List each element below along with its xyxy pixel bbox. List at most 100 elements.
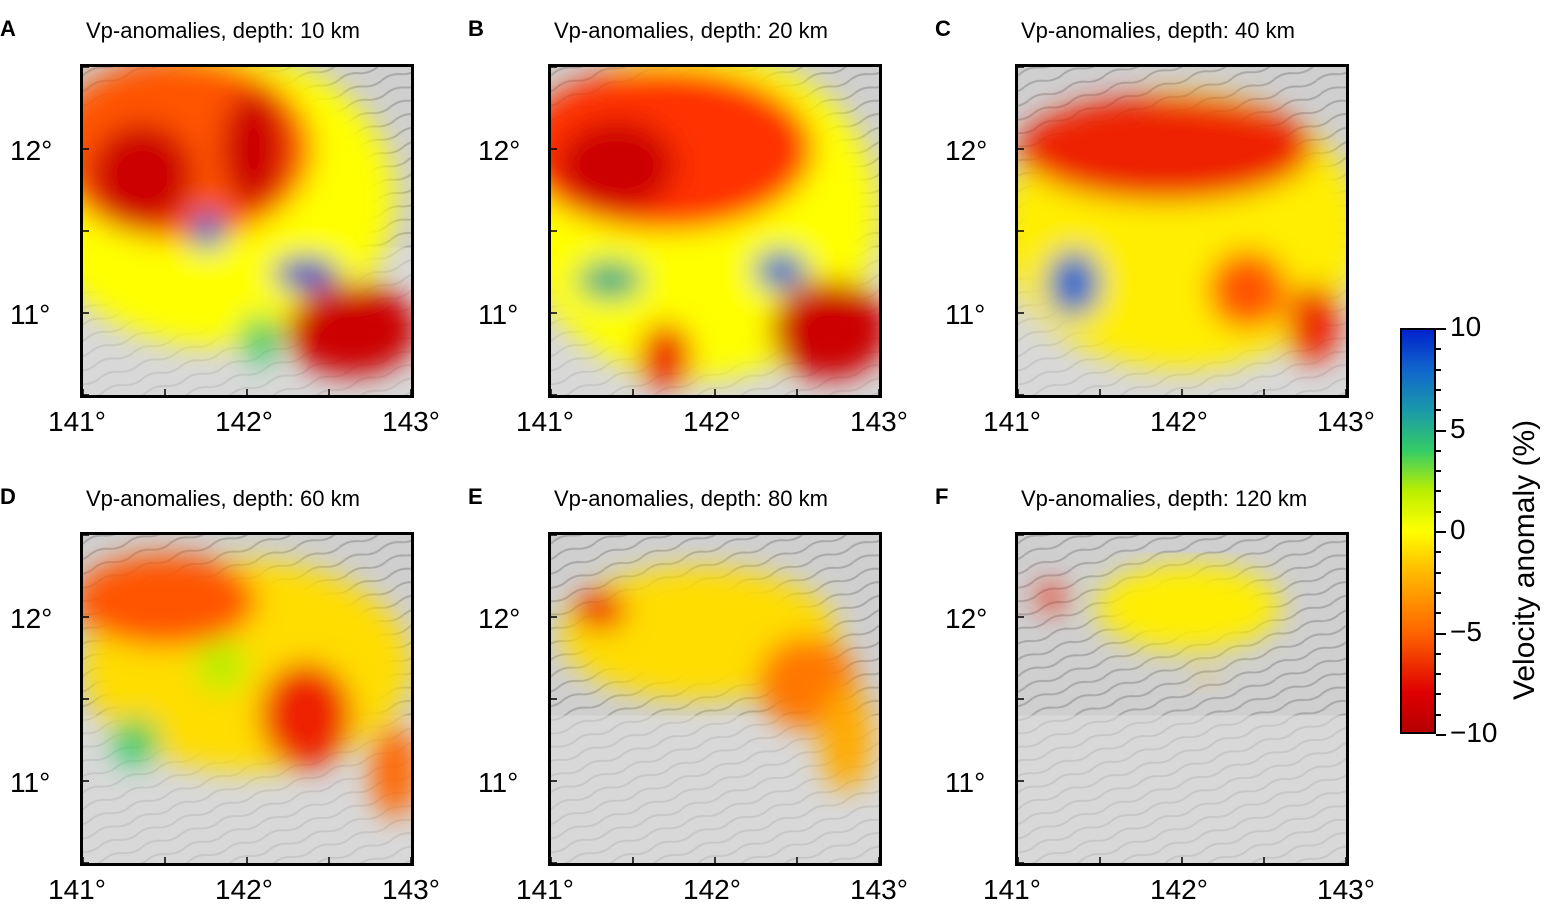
anomaly-region <box>112 718 159 765</box>
x-tick-label: 143° <box>850 874 908 905</box>
y-tick-label: 11° <box>478 298 519 330</box>
x-tick-label: 141° <box>516 874 574 905</box>
anomaly-region <box>1037 584 1064 611</box>
colorbar-tick-label: 0 <box>1450 514 1466 545</box>
map-panel <box>548 532 882 866</box>
anomaly-region <box>1286 283 1340 363</box>
anomaly-region <box>754 250 807 291</box>
anomaly-region <box>1198 669 1212 683</box>
colorbar-tick <box>1436 612 1441 615</box>
anomaly-region <box>577 260 643 300</box>
y-tick-label: 11° <box>945 298 986 330</box>
anomaly-region <box>1018 96 1314 202</box>
x-tick-label: 141° <box>48 406 106 437</box>
anomaly-region <box>83 554 257 647</box>
anomaly-region <box>639 322 693 389</box>
y-tick-label: 11° <box>10 298 51 330</box>
x-tick-label: 142° <box>683 406 741 437</box>
y-tick-label: 12° <box>478 134 521 166</box>
colorbar-tick <box>1436 652 1441 655</box>
colorbar-tick-label: −5 <box>1450 615 1482 647</box>
colorbar <box>1400 328 1436 734</box>
y-tick-label: 12° <box>945 134 988 166</box>
anomaly-region <box>1208 250 1287 330</box>
panel-letter: D <box>0 484 16 509</box>
colorbar-gradient <box>1402 330 1434 732</box>
colorbar-title: Velocity anomaly (%) <box>1508 419 1541 700</box>
anomaly-region <box>89 122 195 228</box>
panel-letter: A <box>0 16 16 41</box>
panel-letter: E <box>468 484 483 509</box>
panel-letter: C <box>935 16 951 41</box>
colorbar-tick <box>1436 673 1441 676</box>
colorbar-tick <box>1436 551 1441 554</box>
anomaly-region <box>240 316 280 363</box>
anomaly-region <box>1047 250 1100 317</box>
anomaly-region <box>1096 564 1281 650</box>
colorbar-tick <box>1436 449 1441 452</box>
anomaly-region <box>194 639 247 693</box>
colorbar-tick <box>1436 734 1446 736</box>
colorbar-tick <box>1436 409 1441 412</box>
anomaly-region <box>220 89 287 209</box>
colorbar-tick <box>1436 490 1441 493</box>
colorbar-tick <box>1436 571 1441 574</box>
map-panel <box>80 532 414 866</box>
panel-title: Vp-anomalies, depth: 10 km <box>86 18 360 43</box>
x-tick-label: 143° <box>382 874 440 905</box>
panel-letter: F <box>935 484 949 509</box>
x-tick-label: 142° <box>1150 406 1208 437</box>
panel-title: Vp-anomalies, depth: 80 km <box>554 486 828 511</box>
x-tick-label: 141° <box>983 406 1041 437</box>
colorbar-tick <box>1436 591 1441 594</box>
map-panel <box>1015 532 1349 866</box>
anomaly-region <box>286 283 411 376</box>
map-panel <box>548 64 882 398</box>
colorbar-tick <box>1436 388 1441 391</box>
panel-title: Vp-anomalies, depth: 40 km <box>1021 18 1295 43</box>
colorbar-tick-label: −10 <box>1450 717 1498 748</box>
y-tick-label: 12° <box>10 602 53 634</box>
colorbar-tick-label: 5 <box>1450 412 1466 444</box>
colorbar-tick <box>1436 713 1441 716</box>
anomaly-region <box>273 257 339 291</box>
x-tick-label: 143° <box>1317 406 1375 437</box>
panel-title: Vp-anomalies, depth: 20 km <box>554 18 828 43</box>
colorbar-tick <box>1436 632 1446 635</box>
x-tick-label: 141° <box>516 406 574 437</box>
x-tick-label: 142° <box>215 874 273 905</box>
colorbar-tick <box>1436 429 1446 432</box>
anomaly-region <box>191 211 225 251</box>
seafloor-shade <box>1018 715 1346 863</box>
x-tick-label: 143° <box>850 406 908 437</box>
x-tick-label: 143° <box>382 406 440 437</box>
colorbar-tick-label: 10 <box>1450 311 1482 342</box>
y-tick-label: 12° <box>10 134 53 166</box>
x-tick-label: 142° <box>1150 874 1208 905</box>
anomaly-region <box>573 590 627 631</box>
panel-title: Vp-anomalies, depth: 60 km <box>86 486 360 511</box>
colorbar-tick <box>1436 470 1441 473</box>
panel-title: Vp-anomalies, depth: 120 km <box>1021 486 1308 511</box>
anomaly-region <box>260 662 352 768</box>
colorbar-tick <box>1436 510 1441 513</box>
map-panel <box>1015 64 1349 398</box>
colorbar-tick <box>1436 348 1441 351</box>
anomaly-region <box>371 725 411 818</box>
colorbar-tick <box>1436 368 1441 371</box>
colorbar-tick <box>1436 531 1446 533</box>
x-tick-label: 142° <box>215 406 273 437</box>
anomaly-region <box>557 119 676 212</box>
y-tick-label: 11° <box>478 766 519 798</box>
panel-letter: B <box>468 16 484 41</box>
y-tick-label: 11° <box>10 766 51 798</box>
x-tick-label: 143° <box>1317 874 1375 905</box>
y-tick-label: 12° <box>478 602 521 634</box>
colorbar-tick <box>1436 693 1441 696</box>
anomaly-region <box>819 685 873 791</box>
anomaly-region <box>770 280 879 379</box>
y-tick-label: 12° <box>945 602 988 634</box>
x-tick-label: 141° <box>48 874 106 905</box>
map-panel <box>80 64 414 398</box>
x-tick-label: 142° <box>683 874 741 905</box>
